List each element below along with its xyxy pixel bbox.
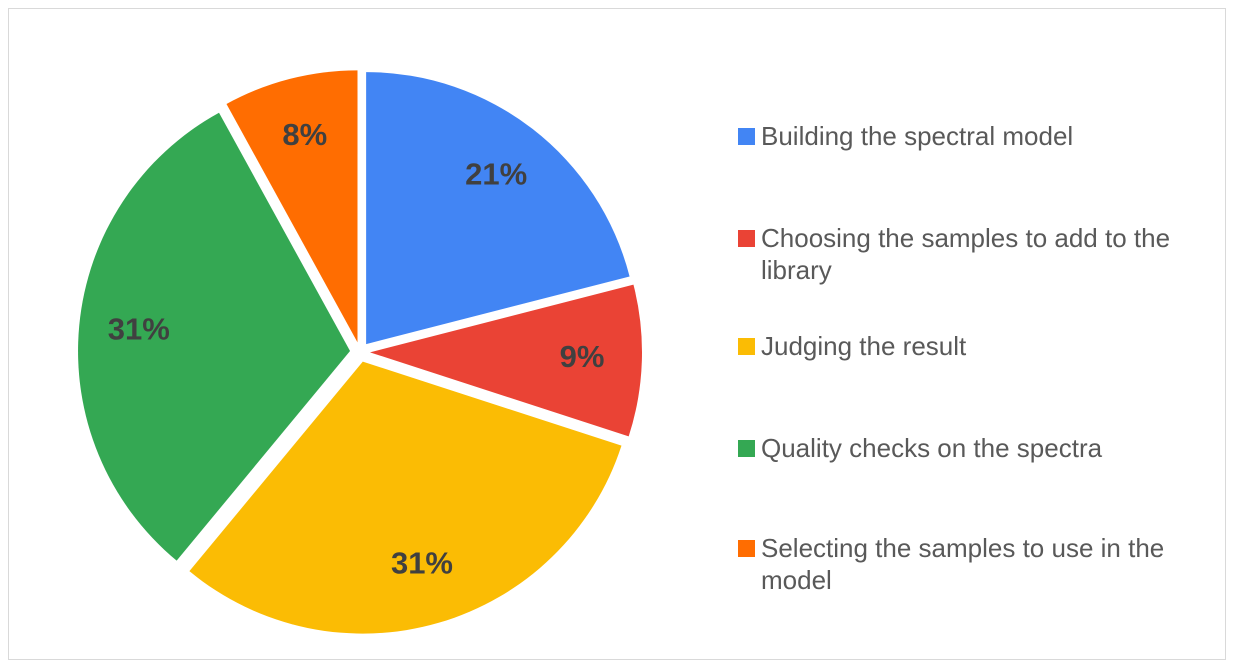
legend-item: Building the spectral model [738,120,1198,152]
data-label: 31% [108,311,170,346]
pie-slice [226,70,358,343]
legend-swatch [738,230,755,247]
legend-item: Judging the result [738,330,1198,362]
legend-swatch [738,440,755,457]
legend-swatch [738,540,755,557]
legend-item: Selecting the samples to use in the mode… [738,532,1198,596]
legend-label: Judging the result [761,331,967,361]
legend-swatch [738,128,755,145]
data-label: 9% [560,339,605,374]
data-label: 31% [391,546,453,581]
legend-label: Selecting the samples to use in the mode… [761,533,1165,595]
legend-item: Quality checks on the spectra [738,432,1198,464]
pie-slice [78,112,351,561]
legend-item: Choosing the samples to add to the libra… [738,222,1198,286]
legend-label: Building the spectral model [761,121,1074,151]
chart-frame [8,8,1226,660]
data-label: 8% [282,117,327,152]
pie-slice [369,284,642,437]
legend-swatch [738,338,755,355]
legend-label: Quality checks on the spectra [761,433,1103,463]
pie-slice [366,72,630,345]
pie-slice [189,361,622,634]
data-label: 21% [465,157,527,192]
legend-label: Choosing the samples to add to the libra… [761,223,1171,285]
